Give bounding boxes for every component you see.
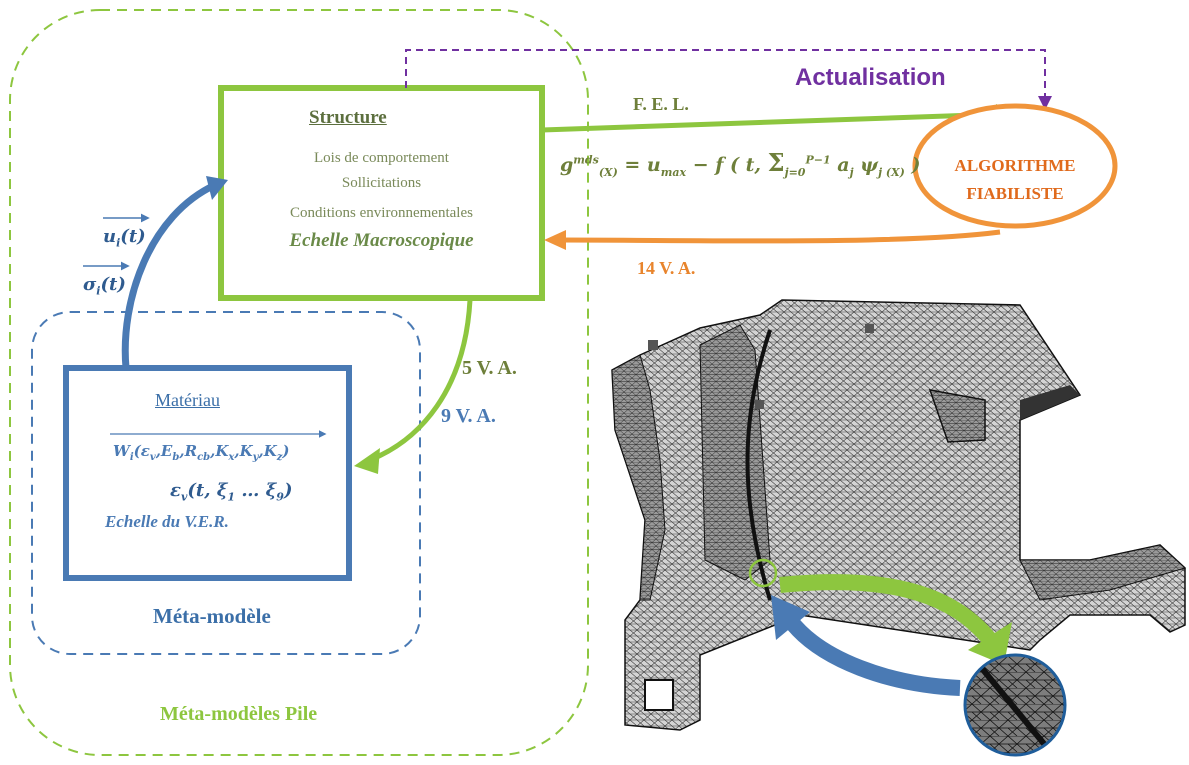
zoom-origin-circle (748, 558, 778, 588)
green-arrow-down-head (354, 448, 380, 474)
algorithm-line-1: ALGORITHME (954, 156, 1076, 175)
meta-model-label: Méta-modèle (153, 604, 271, 628)
structure-line-2: Sollicitations (341, 175, 422, 191)
limit-state-equation: gmds(X) = umax − f ( t, Σj=0P−1 aj ψj (X… (560, 148, 921, 179)
va14-arrow-head (544, 230, 566, 250)
meta-model-region (31, 311, 421, 655)
material-title: Matériau (155, 390, 220, 410)
actualisation-line (405, 49, 1046, 100)
green-arrow-down (369, 299, 473, 463)
meta-models-pile-region (9, 9, 589, 756)
algorithm-label: ALGORITHME FIABILISTE (920, 152, 1110, 208)
actualisation-arrow-head (1038, 96, 1052, 110)
material-box (63, 365, 352, 581)
vector-u-label: ui(t) (103, 226, 146, 250)
zoom-detail (965, 655, 1065, 755)
blue-zoom-arrow-head (771, 595, 810, 640)
algorithm-line-2: FIABILISTE (966, 184, 1064, 203)
algorithm-ellipse (912, 103, 1118, 229)
va9-label: 9 V. A. (441, 405, 496, 427)
va14-label: 14 V. A. (637, 258, 696, 278)
va14-arrow (559, 229, 1001, 244)
zoom-circle-border (963, 653, 1067, 757)
vector-sigma-label: σi(t) (83, 274, 126, 298)
structure-box (218, 85, 545, 301)
fel-arrow (541, 111, 1006, 133)
material-scale: Echelle du V.E.R. (105, 512, 229, 531)
material-eps-formula: εv(t, ξ1 … ξ9) (170, 480, 293, 504)
structure-title: Structure (309, 107, 387, 128)
meta-models-pile-label: Méta-modèles Pile (160, 703, 318, 725)
actualisation-label: Actualisation (795, 64, 946, 91)
structure-scale: Echelle Macroscopique (289, 230, 474, 251)
green-zoom-arrow-head (968, 622, 1012, 665)
structure-line-1: Lois de comportement (314, 150, 449, 166)
blue-arrow-up-head (206, 176, 228, 200)
fel-label: F. E. L. (633, 94, 689, 114)
va5-label: 5 V. A. (462, 357, 517, 379)
fe-mesh-model (611, 299, 1186, 731)
structure-line-3: Conditions environnementales (290, 205, 473, 221)
material-w-formula: Wi(εv,Eb,Rcb,Kx,Ky,Kz) (113, 442, 290, 463)
green-zoom-arrow (779, 574, 997, 646)
blue-zoom-arrow (783, 614, 961, 696)
blue-arrow-up (121, 181, 217, 369)
